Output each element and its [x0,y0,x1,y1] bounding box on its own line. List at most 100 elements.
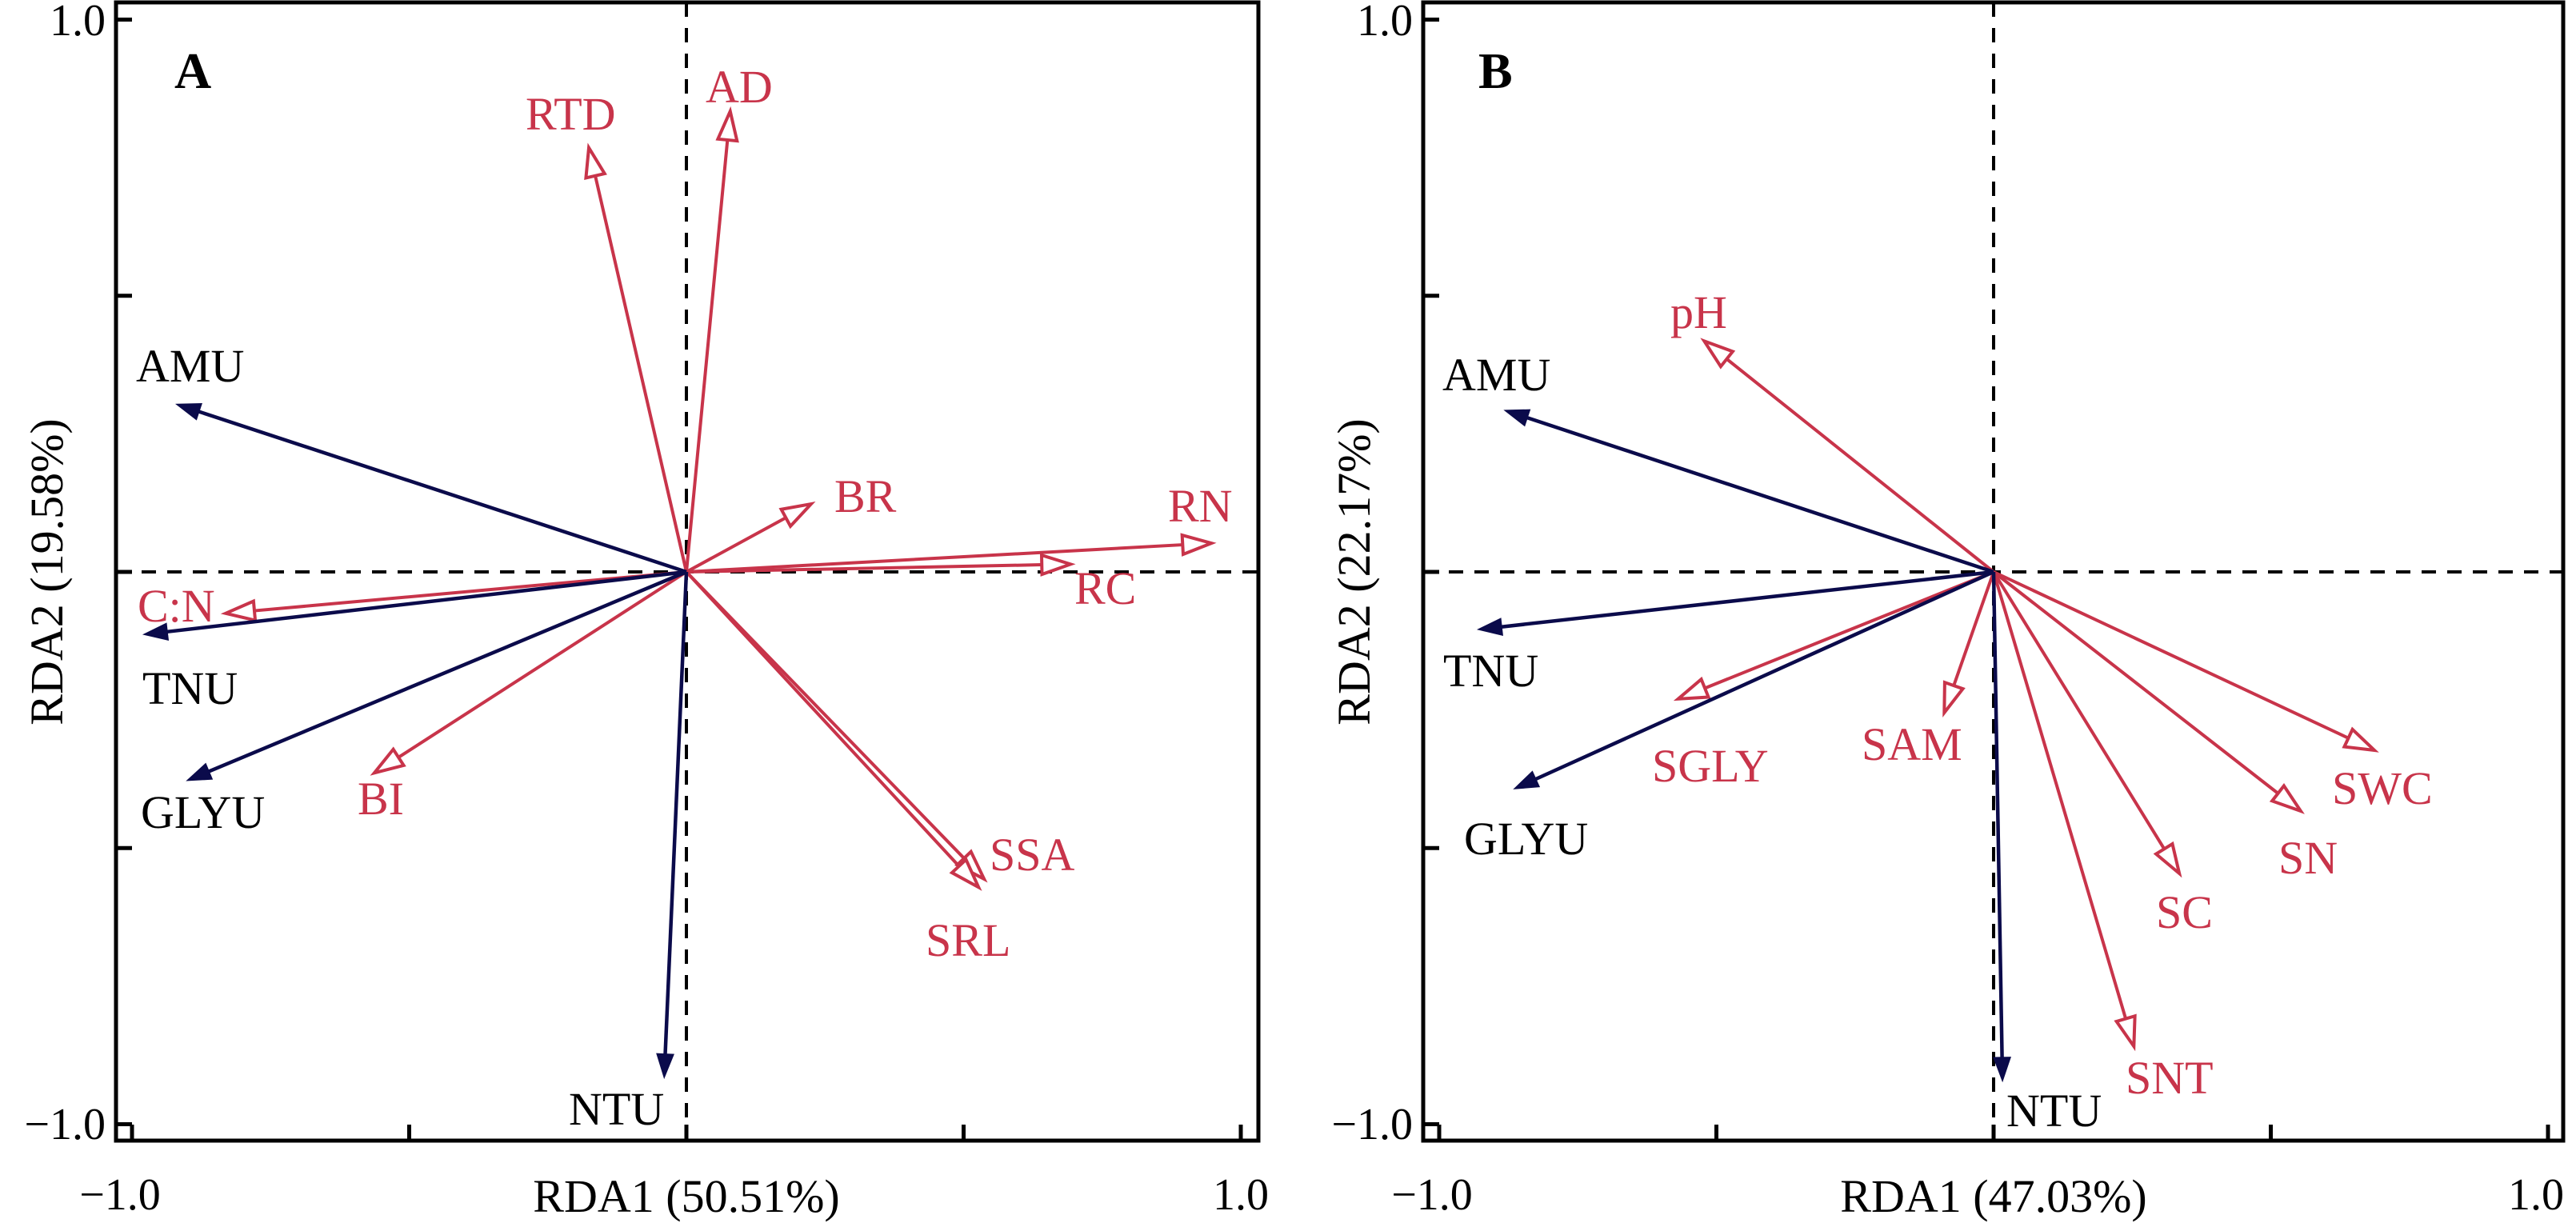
filled-arrowhead [1503,409,1531,427]
vector-line [1952,571,1995,686]
vector-line [254,570,687,613]
response-vector-tnu: TNU [142,570,687,714]
y-axis-title: RDA2 (19.58%) [21,418,73,725]
vector-line [686,516,787,574]
x-tick-label-min: −1.0 [1391,1170,1473,1220]
vector-label: SSA [990,829,1075,881]
panel-a: A 1.0 −1.0 −1.0 1.0 RDA1 (50.51%) RDA2 (… [21,0,1269,1222]
explanatory-vector-br: BR [686,470,897,574]
vector-label: C:N [138,580,215,632]
vector-line [198,410,687,574]
vector-line [207,570,687,773]
x-tick-label-min: −1.0 [79,1170,161,1220]
explanatory-vector-rtd: RTD [526,88,688,573]
explanatory-vector-ad: AD [685,61,773,573]
filled-arrowhead [656,1053,674,1080]
vector-label: pH [1670,286,1727,338]
response-vector-amu: AMU [1442,349,1994,574]
explanatory-vector-swc: SWC [1993,570,2433,814]
y-axis-title: RDA2 (22.17%) [1328,418,1380,725]
vector-label: SAM [1862,718,1962,770]
open-arrowhead [2153,841,2182,878]
vector-line [1501,570,1994,629]
open-arrowhead [220,598,258,623]
filled-arrowhead [1513,770,1541,789]
open-arrowhead [2269,782,2305,814]
vector-label: RC [1074,562,1136,614]
open-arrowhead [778,502,816,530]
response-vector-glyu: GLYU [1464,570,1994,865]
vector-line [1726,358,1995,574]
open-arrowhead [584,142,607,181]
vector-label: GLYU [141,786,265,838]
vector-label: AMU [1442,349,1550,401]
open-arrowhead [1039,553,1076,577]
explanatory-vector-c-n: C:N [138,570,687,632]
x-tick-label-max: 1.0 [2508,1170,2564,1220]
open-arrowhead [949,857,982,891]
explanatory-vector-srl: SRL [685,570,1010,966]
vector-label: BI [358,773,404,825]
vector-label: SGLY [1652,740,1769,792]
vector-line [686,563,1042,574]
vector-line [1992,570,2279,795]
vector-line [1991,571,2004,1058]
explanatory-vector-rc: RC [686,553,1136,614]
vector-label: TNU [142,662,238,714]
x-tick-label-max: 1.0 [1213,1170,1269,1220]
response-vector-ntu: NTU [1991,571,2102,1137]
explanatory-vector-snt: SNT [1992,571,2214,1104]
response-vector-tnu: TNU [1443,570,1994,697]
response-vector-ntu: NTU [569,571,689,1135]
vector-line [1992,570,2166,850]
vector-line [1526,416,1994,574]
vector-label: RN [1168,480,1233,532]
open-arrowhead [715,106,739,143]
vectors: RTD AD BR RN RC C:N BI SSA SRL AMU TNU GLYU NTU [136,61,1233,1135]
filled-arrowhead [142,622,170,641]
filled-arrowhead [186,762,214,781]
open-arrowhead [2342,726,2379,753]
vector-line [685,139,730,573]
open-arrowhead [1700,338,1736,370]
vector-label: SC [2156,886,2213,938]
vectors: pH SGLY SAM SWC SN SC SNT AMU TNU GLYU NTU [1442,286,2433,1137]
explanatory-vector-ssa: SSA [685,570,1075,883]
vector-label: RTD [526,88,616,140]
vector-label: TNU [1443,645,1538,697]
filled-arrowhead [175,402,202,421]
x-axis-title: RDA1 (47.03%) [1840,1170,2146,1222]
vector-label: AMU [136,340,244,392]
vector-line [1704,570,1994,690]
filled-arrowhead [1993,1057,2011,1083]
x-axis-title: RDA1 (50.51%) [533,1170,839,1222]
vector-line [594,175,688,573]
vector-line [663,571,689,1055]
y-tick-label-min: −1.0 [1331,1100,1413,1149]
axis-ticks [1423,18,2550,1141]
vector-label: NTU [569,1083,664,1135]
vector-line [166,570,687,634]
panel-label: A [174,42,211,99]
vector-line [1534,570,1994,781]
open-arrowhead [1180,533,1217,557]
explanatory-vector-sn: SN [1992,570,2338,884]
y-tick-label-max: 1.0 [1357,0,1413,46]
explanatory-vector-bi: BI [358,570,688,825]
explanatory-vector-ph: pH [1670,286,1995,574]
explanatory-vector-sc: SC [1992,570,2213,938]
vector-line [1993,570,2350,740]
vector-label: BR [834,470,897,522]
explanatory-vector-sgly: SGLY [1652,570,1994,792]
vector-label: AD [706,61,773,113]
vector-label: NTU [2006,1085,2102,1137]
vector-label: GLYU [1464,813,1588,865]
axis-ticks [116,18,1243,1141]
response-vector-amu: AMU [136,340,687,574]
vector-label: SNT [2126,1052,2214,1104]
open-arrowhead [1942,680,1966,718]
open-arrowhead [370,746,406,776]
filled-arrowhead [1476,617,1503,636]
open-arrowhead [1673,676,1711,701]
